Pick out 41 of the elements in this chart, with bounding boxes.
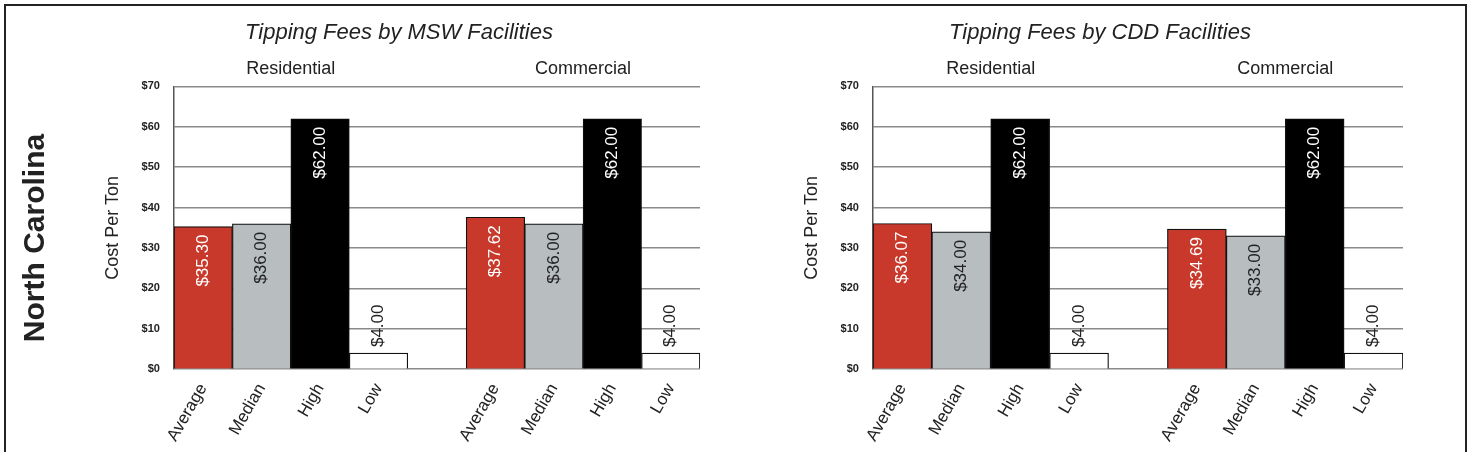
text: Residential [246, 58, 336, 79]
y-tick-label: $50 [141, 160, 160, 173]
chart-title: Tipping Fees by MSW Facilities [245, 19, 553, 45]
y-tick-label: $0 [846, 362, 859, 375]
y-tick-label: $10 [840, 321, 859, 334]
y-tick-label: $20 [840, 281, 859, 294]
data-label: $35.30 [192, 234, 212, 287]
y-tick-label: $70 [141, 79, 160, 92]
y-tick-label: $70 [840, 79, 859, 92]
y-tick-label: $30 [141, 241, 160, 254]
y-axis-title: Cost Per Ton [800, 175, 821, 280]
data-label: $62.00 [602, 126, 622, 179]
text: Commercial [535, 58, 632, 79]
chart-title: Tipping Fees by CDD Facilities [949, 19, 1251, 45]
y-tick-label: $40 [141, 200, 160, 213]
text: Commercial [1237, 58, 1334, 79]
data-label: $37.62 [485, 225, 505, 278]
text: North Carolina [17, 133, 51, 343]
data-label: $36.00 [251, 231, 271, 284]
data-label: $33.00 [1245, 243, 1265, 296]
data-label: $4.00 [1363, 304, 1383, 348]
y-tick-label: $0 [147, 362, 160, 375]
data-label: $62.00 [1304, 126, 1324, 179]
y-tick-label: $60 [141, 119, 160, 132]
data-label: $36.00 [543, 231, 563, 284]
data-label: $4.00 [1068, 304, 1088, 348]
y-tick-label: $40 [840, 200, 859, 213]
data-label: $62.00 [1009, 126, 1029, 179]
y-tick-label: $10 [141, 321, 160, 334]
y-tick-label: $20 [141, 281, 160, 294]
data-label: $4.00 [660, 304, 680, 348]
y-tick-label: $30 [840, 241, 859, 254]
text: Residential [946, 58, 1036, 79]
data-label: $34.00 [950, 239, 970, 292]
data-label: $62.00 [309, 126, 329, 179]
data-label: $34.69 [1186, 237, 1206, 290]
y-tick-label: $60 [840, 119, 859, 132]
y-tick-label: $50 [840, 160, 859, 173]
y-axis-title: Cost Per Ton [101, 175, 122, 280]
data-label: $4.00 [368, 304, 388, 348]
data-label: $36.07 [892, 231, 912, 284]
